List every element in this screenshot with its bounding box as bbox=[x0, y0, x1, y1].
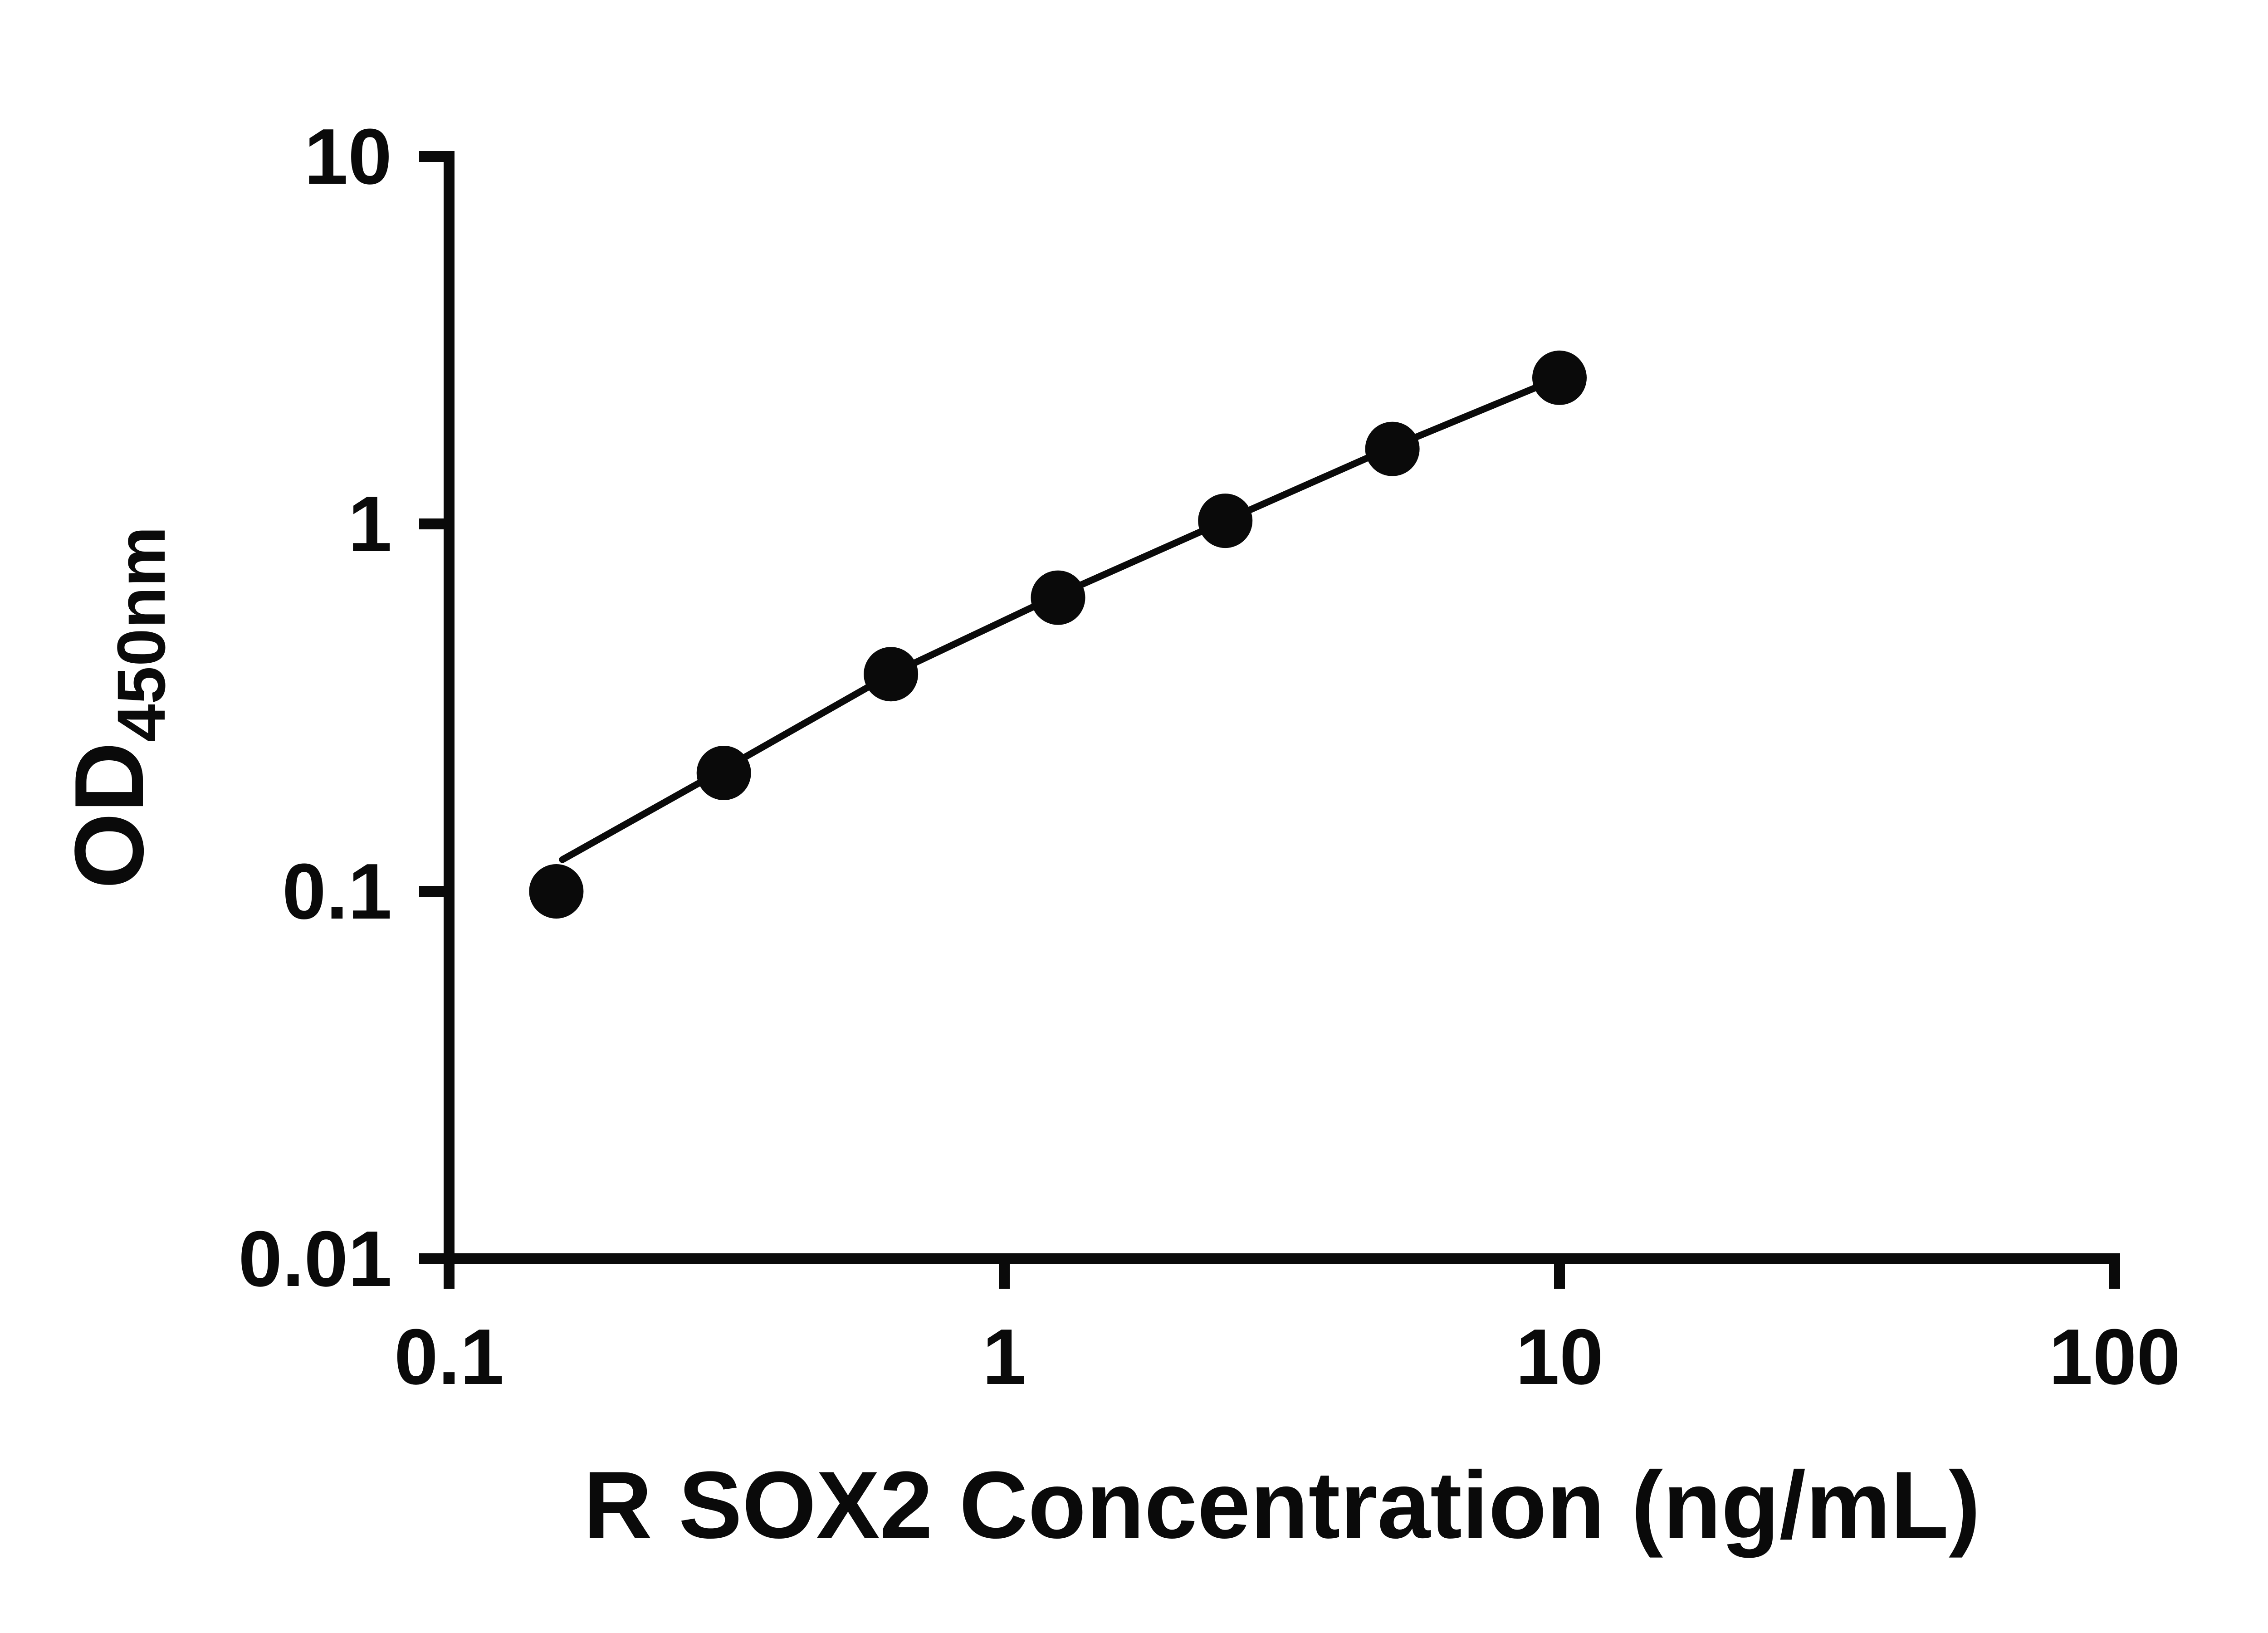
data-point bbox=[1365, 421, 1420, 476]
x-tick-label: 1 bbox=[982, 1312, 1026, 1401]
x-tick-label: 10 bbox=[1515, 1312, 1603, 1401]
data-point bbox=[1198, 494, 1253, 548]
x-axis-title: R SOX2 Concentration (ng/mL) bbox=[583, 1452, 1980, 1558]
y-tick-label: 0.1 bbox=[282, 847, 392, 935]
y-tick-label: 0.01 bbox=[238, 1214, 392, 1303]
y-axis-title: OD450nm bbox=[54, 526, 179, 889]
data-point bbox=[1532, 350, 1587, 405]
axes bbox=[444, 151, 2120, 1264]
data-point bbox=[1031, 570, 1085, 625]
data-point bbox=[864, 647, 919, 702]
axis-ticks bbox=[419, 151, 2120, 1289]
y-tick-label: 10 bbox=[304, 112, 392, 200]
y-axis-title-main: OD bbox=[54, 742, 164, 889]
y-tick-label: 1 bbox=[348, 479, 392, 568]
data-point bbox=[696, 746, 751, 800]
y-axis-title-subscript: 450nm bbox=[103, 526, 179, 742]
axis-frame bbox=[444, 151, 2120, 1264]
x-tick-label: 100 bbox=[2049, 1312, 2180, 1401]
data-point bbox=[529, 864, 584, 919]
data-points-group bbox=[529, 350, 1587, 919]
x-tick-label: 0.1 bbox=[394, 1312, 504, 1401]
